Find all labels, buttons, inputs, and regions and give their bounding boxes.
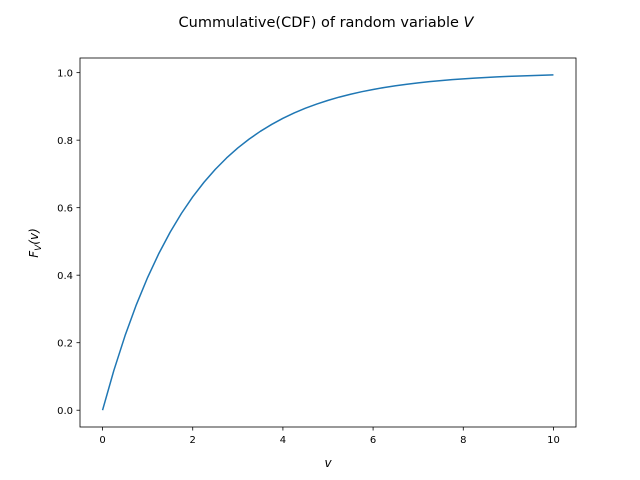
cdf-line-series-0 xyxy=(101,74,554,411)
x-tick-label: 6 xyxy=(370,435,376,446)
x-tick-label: 0 xyxy=(99,435,105,446)
x-tick-label: 2 xyxy=(190,435,196,446)
y-tick-label: 1.0 xyxy=(57,68,73,79)
x-axis-ticks: 0 2 4 6 8 10 xyxy=(99,427,560,446)
x-tick-label: 10 xyxy=(547,435,560,446)
y-tick-label: 0.6 xyxy=(57,203,73,214)
y-axis-label: FV(v) xyxy=(27,228,44,258)
y-axis-label-sub: V xyxy=(34,244,44,251)
chart-title-prefix: Cummulative(CDF) of random variable xyxy=(179,15,464,31)
y-tick-label: 0.4 xyxy=(57,271,73,282)
x-axis-label: v xyxy=(324,456,332,470)
x-tick-label: 8 xyxy=(460,435,466,446)
y-axis-label-arg: (v) xyxy=(27,228,41,244)
plot-area xyxy=(79,57,577,428)
plot-frame xyxy=(79,57,577,428)
y-axis-ticks: 0.0 0.2 0.4 0.6 0.8 1.0 xyxy=(57,68,80,417)
chart-title: Cummulative(CDF) of random variable V xyxy=(179,15,475,31)
y-tick-label: 0.0 xyxy=(57,406,73,417)
chart-title-variable: V xyxy=(464,15,475,31)
x-tick-label: 4 xyxy=(280,435,286,446)
y-tick-label: 0.2 xyxy=(57,338,73,349)
y-tick-label: 0.8 xyxy=(57,136,73,147)
y-axis-label-main: F xyxy=(27,250,41,258)
